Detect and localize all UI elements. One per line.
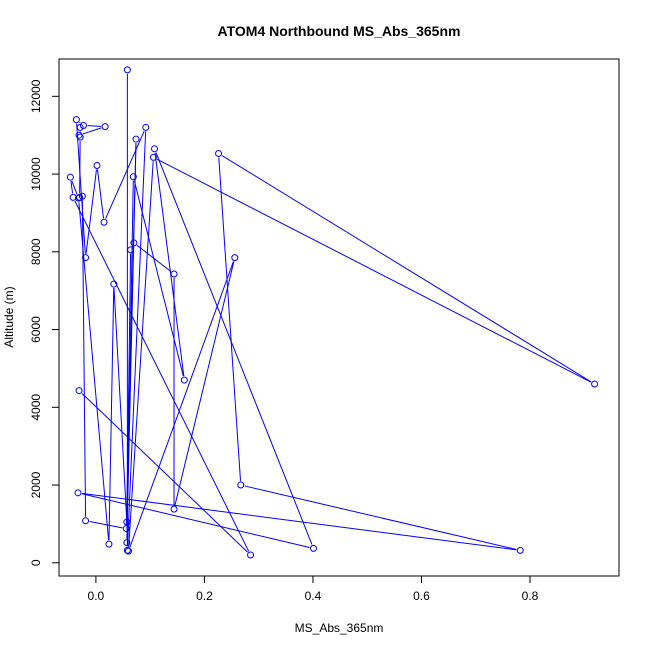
x-axis: 0.0 0.2 0.4 0.6 0.8 [88, 575, 539, 603]
data-point [124, 547, 132, 555]
y-tick-label: 10000 [29, 157, 43, 191]
data-point [69, 193, 77, 201]
data-point [123, 539, 131, 547]
data-point [123, 546, 131, 554]
data-point [247, 551, 255, 559]
x-tick-label: 0.0 [88, 589, 105, 603]
series-segment [136, 244, 172, 272]
data-point [127, 246, 135, 254]
data-point [231, 254, 239, 262]
series-segment [154, 152, 185, 377]
data-point [122, 525, 130, 533]
data-point [132, 135, 140, 143]
data-point [309, 544, 317, 552]
data-point [72, 116, 80, 124]
series-segment [74, 200, 250, 552]
series-segment [76, 123, 86, 254]
series-segment [108, 288, 115, 541]
data-point [130, 239, 138, 247]
data-point [66, 173, 74, 181]
series-segment [81, 392, 249, 553]
data-point [105, 540, 113, 548]
x-tick-label: 0.6 [413, 589, 430, 603]
data-point [516, 546, 524, 554]
series-segment [155, 152, 313, 545]
y-tick-label: 0 [29, 559, 43, 566]
series-segment [127, 131, 147, 547]
data-point [76, 133, 84, 141]
data-point [100, 218, 108, 226]
series-line-group [70, 73, 592, 553]
data-point [74, 489, 82, 497]
series-segment [81, 493, 310, 548]
y-axis-label: Altitude (m) [2, 286, 16, 347]
data-point [101, 123, 109, 131]
series-segment [71, 180, 78, 195]
data-point [123, 66, 131, 74]
data-point [93, 162, 101, 170]
series-segment [113, 288, 128, 519]
series-segment [221, 155, 592, 383]
y-tick-label: 4000 [29, 394, 43, 421]
data-point [180, 376, 188, 384]
data-point [82, 517, 90, 525]
y-tick-label: 2000 [29, 471, 43, 498]
series-segment [87, 125, 102, 127]
series-segment [128, 161, 154, 548]
series-segment [244, 485, 517, 550]
series-segment [78, 202, 110, 541]
series-segment [79, 121, 81, 124]
y-tick-label: 8000 [29, 238, 43, 265]
data-point [170, 270, 178, 278]
data-point [82, 254, 90, 262]
data-point [75, 194, 83, 202]
chart-title: ATOM4 Northbound MS_Abs_365nm [218, 23, 461, 39]
y-tick-label: 6000 [29, 316, 43, 343]
series-segment [70, 181, 74, 194]
data-point [237, 481, 245, 489]
series-segment [129, 261, 234, 548]
series-segment [105, 130, 145, 219]
data-point [129, 173, 137, 181]
series-segment [126, 253, 132, 518]
data-point [151, 145, 159, 153]
data-point [215, 149, 223, 157]
data-point [78, 192, 86, 200]
data-point [110, 280, 118, 288]
series-segment [81, 492, 517, 551]
series-points-group [66, 66, 599, 559]
series-segment [133, 180, 184, 377]
series-segment [82, 127, 102, 135]
data-point [591, 380, 599, 388]
data-point [123, 518, 131, 526]
data-point [75, 387, 83, 395]
series-segment [156, 158, 592, 383]
x-tick-label: 0.4 [305, 589, 322, 603]
y-tick-label: 12000 [29, 79, 43, 113]
x-tick-label: 0.8 [522, 589, 539, 603]
data-point [149, 153, 157, 161]
y-axis: 0 2000 4000 6000 8000 10000 12000 [29, 79, 60, 566]
series-segment [85, 169, 97, 254]
series-segment [89, 521, 123, 529]
data-point [142, 123, 150, 131]
series-segment [174, 261, 235, 506]
x-tick-label: 0.2 [196, 589, 213, 603]
series-segment [96, 169, 105, 219]
data-point [170, 505, 178, 513]
data-point [76, 123, 84, 131]
x-axis-label: MS_Abs_365nm [295, 621, 384, 635]
series-segment [218, 157, 242, 482]
